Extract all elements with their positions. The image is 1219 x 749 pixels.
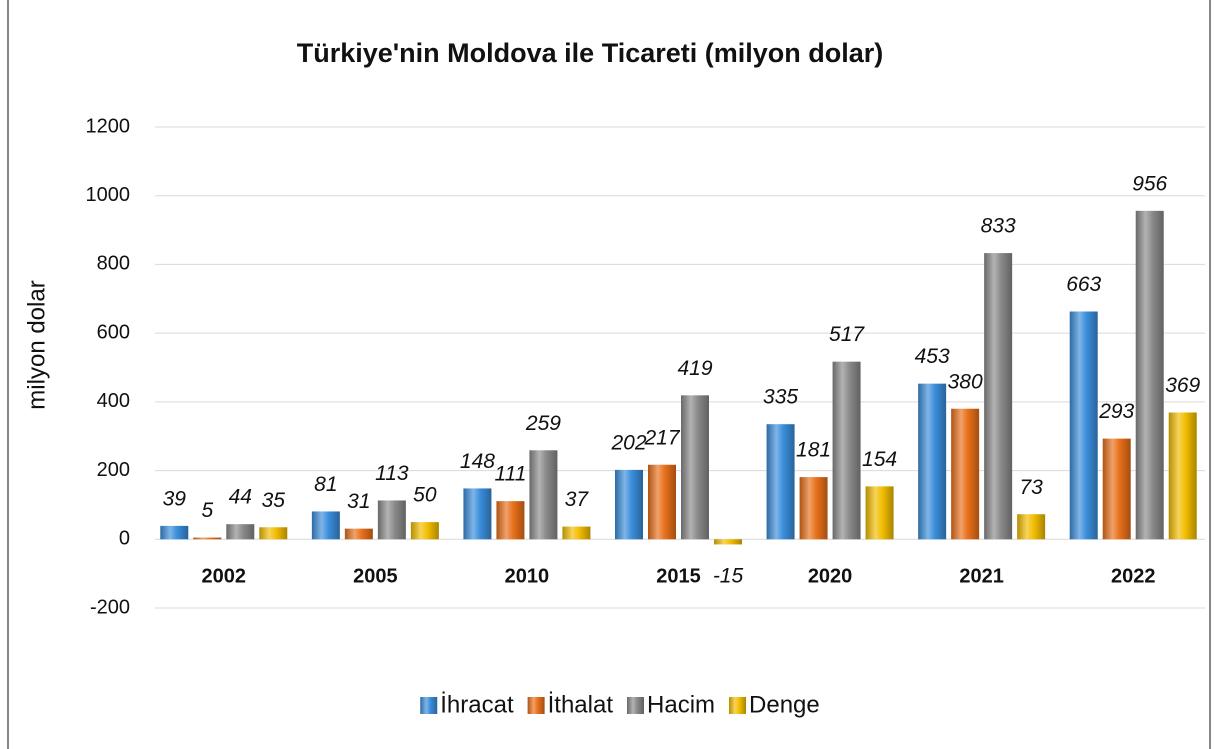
x-tick-label: 2021 bbox=[959, 565, 1004, 587]
legend-swatch bbox=[729, 697, 747, 714]
x-tick-label: 2015 bbox=[656, 565, 701, 587]
bar bbox=[1069, 311, 1098, 540]
data-label: 35 bbox=[262, 489, 286, 512]
bar bbox=[984, 253, 1013, 540]
data-label: 5 bbox=[201, 499, 213, 522]
bar bbox=[410, 522, 439, 540]
data-label: 39 bbox=[163, 487, 187, 510]
bar bbox=[648, 464, 676, 540]
data-label: 31 bbox=[347, 490, 370, 513]
legend-label: Denge bbox=[749, 691, 820, 718]
y-tick-label: 0 bbox=[119, 528, 130, 550]
bar bbox=[529, 450, 558, 540]
y-tick-label: 600 bbox=[97, 321, 130, 343]
data-label: 50 bbox=[413, 484, 437, 507]
x-tick-label: 2010 bbox=[505, 565, 550, 587]
data-label: 113 bbox=[375, 462, 409, 485]
legend-label: İhracat bbox=[440, 691, 514, 718]
bar bbox=[463, 488, 492, 540]
bar bbox=[160, 525, 189, 540]
bar bbox=[832, 361, 861, 540]
data-label: 335 bbox=[763, 386, 798, 409]
y-tick-label: 1200 bbox=[86, 115, 131, 137]
x-tick-label: 2022 bbox=[1111, 565, 1156, 587]
data-label: 453 bbox=[915, 345, 950, 368]
bar bbox=[865, 486, 894, 540]
legend-swatch bbox=[627, 697, 645, 714]
bar bbox=[918, 383, 947, 540]
bar bbox=[311, 511, 340, 540]
y-tick-label: -200 bbox=[90, 596, 130, 618]
y-tick-label: 800 bbox=[97, 253, 130, 275]
bar bbox=[681, 395, 709, 540]
data-label: 111 bbox=[494, 463, 526, 486]
y-tick-label: 400 bbox=[97, 390, 130, 412]
data-label: 73 bbox=[1019, 476, 1043, 499]
x-tick-label: 2020 bbox=[808, 565, 853, 587]
data-label: 217 bbox=[643, 426, 680, 449]
data-label: 154 bbox=[862, 448, 897, 471]
bar bbox=[259, 527, 288, 540]
x-tick-label: 2002 bbox=[202, 565, 247, 587]
data-label: -15 bbox=[713, 565, 744, 588]
data-label: 81 bbox=[314, 473, 337, 496]
legend-label: Hacim bbox=[647, 691, 715, 718]
data-label: 517 bbox=[829, 323, 865, 346]
bar bbox=[562, 526, 591, 540]
data-label: 148 bbox=[460, 450, 495, 473]
data-label: 833 bbox=[981, 215, 1016, 238]
data-label: 202 bbox=[610, 431, 646, 454]
bar bbox=[1017, 514, 1046, 540]
x-tick-label: 2005 bbox=[353, 565, 398, 587]
bar bbox=[615, 469, 643, 540]
data-label: 663 bbox=[1066, 273, 1101, 296]
legend: İhracat İthalat Hacim Denge bbox=[420, 691, 820, 718]
data-label: 259 bbox=[525, 412, 561, 435]
data-label: 293 bbox=[1098, 400, 1134, 423]
chart-title: Türkiye'nin Moldova ile Ticareti (milyon… bbox=[297, 38, 884, 68]
legend-label: İthalat bbox=[548, 691, 614, 718]
bar bbox=[344, 528, 373, 540]
y-tick-label: 1000 bbox=[86, 184, 131, 206]
bar bbox=[951, 408, 980, 540]
data-label: 44 bbox=[229, 486, 252, 509]
bar bbox=[766, 424, 795, 540]
y-tick-label: 200 bbox=[97, 459, 130, 481]
legend-swatch bbox=[527, 697, 545, 714]
data-label: 956 bbox=[1132, 172, 1167, 195]
bar bbox=[1135, 210, 1164, 540]
bar bbox=[1168, 412, 1197, 540]
bar bbox=[714, 539, 742, 545]
bar bbox=[193, 537, 222, 540]
bar bbox=[377, 500, 406, 540]
y-axis-label: milyon dolar bbox=[23, 280, 50, 409]
bar bbox=[496, 501, 525, 540]
bar bbox=[1102, 438, 1131, 540]
legend-swatch bbox=[420, 697, 438, 714]
data-label: 181 bbox=[796, 439, 831, 462]
bar bbox=[226, 524, 255, 540]
data-label: 369 bbox=[1165, 374, 1200, 397]
bar bbox=[799, 477, 828, 540]
data-label: 37 bbox=[565, 488, 590, 511]
data-label: 419 bbox=[677, 357, 712, 380]
data-label: 380 bbox=[948, 370, 983, 393]
